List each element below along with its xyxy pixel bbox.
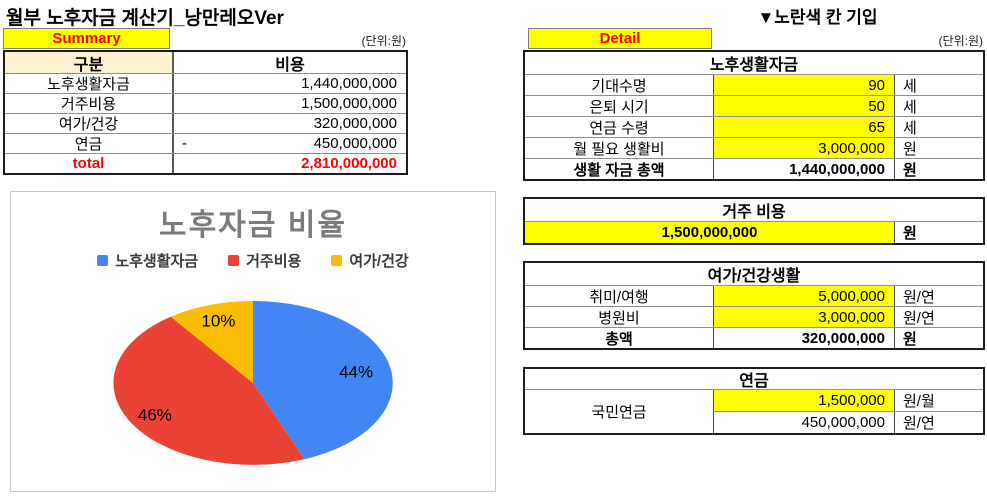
total-row: 총액 320,000,000 원	[525, 327, 983, 348]
unit-cell: 원	[894, 138, 983, 158]
row-label: 여가/건강	[58, 116, 119, 133]
row-value: 320,000,000	[172, 114, 406, 133]
legend-label: 노후생활자금	[115, 253, 199, 270]
unit-note-left: (단위:원)	[361, 34, 406, 48]
row-label: 거주비용	[60, 96, 117, 113]
total-row: 생활 자금 총액 1,440,000,000 원	[525, 158, 983, 179]
summary-bar: Summary (단위:원)	[3, 28, 408, 50]
table-row: 기대수명 90 세	[525, 74, 983, 95]
pie-slice-0[interactable]	[253, 301, 393, 460]
row-label: 연금 수령	[589, 119, 649, 137]
unit-cell: 원/연	[894, 412, 983, 433]
table-row: 1,500,000 원/월	[713, 390, 983, 411]
unit-cell: 세	[894, 96, 983, 116]
table-row: 노후생활자금 1,440,000,000	[5, 73, 406, 93]
table-row: 월 필요 생활비 3,000,000 원	[525, 137, 983, 158]
input-cell-monthly-cost[interactable]: 3,000,000	[713, 138, 894, 158]
pie-slice-1[interactable]	[113, 316, 305, 465]
unit-cell: 원	[894, 159, 983, 179]
table-row: 취미/여행 5,000,000 원/연	[525, 285, 983, 306]
total-value: 320,000,000	[713, 328, 894, 348]
table-title: 연금	[739, 373, 769, 389]
total-label: 생활 자금 총액	[573, 161, 665, 179]
pension-yearly-value: 450,000,000	[713, 412, 894, 433]
unit-cell: 원	[894, 222, 983, 243]
unit-cell: 원/연	[894, 307, 983, 327]
pie-chart-frame: 44% 46% 10% 노후자금 비율 노후생활자금 거주비용 여가/건강	[10, 191, 496, 492]
table-row: 1,500,000,000 원	[525, 221, 983, 243]
pie-chart-svg: 44% 46% 10%	[113, 301, 393, 465]
total-label: total	[72, 155, 105, 172]
row-value: 1,500,000,000	[172, 94, 406, 113]
total-row: total 2,810,000,000	[5, 153, 406, 173]
pension-row-label: 국민연금	[591, 404, 647, 421]
input-cell-pension-age[interactable]: 65	[713, 117, 894, 137]
total-value: 1,440,000,000	[713, 159, 894, 179]
row-label: 연금	[74, 136, 103, 153]
unit-cell: 원/월	[894, 390, 983, 411]
table-row: 450,000,000 원/연	[713, 411, 983, 433]
pie-slice-2[interactable]	[170, 301, 253, 383]
page-title: 월부 노후자금 계산기_낭만레오Ver	[6, 8, 284, 29]
input-cell-hobby-travel[interactable]: 5,000,000	[713, 286, 894, 306]
table-row: 연금 수령 65 세	[525, 116, 983, 137]
yellow-cell-instruction: ▼노란색 칸 기입	[757, 8, 878, 27]
table-row: 여가/건강 320,000,000	[5, 113, 406, 133]
col-header-category: 구분	[5, 52, 172, 73]
legend-label: 거주비용	[246, 253, 302, 270]
legend-swatch	[97, 255, 109, 266]
chart-title: 노후자금 비율	[159, 209, 347, 242]
row-value-negative: - 450,000,000	[172, 134, 406, 153]
table-row: 연금 - 450,000,000	[5, 133, 406, 153]
detail-tag: Detail	[528, 28, 712, 49]
unit-cell: 세	[894, 117, 983, 137]
legend-item[interactable]: 거주비용	[228, 250, 301, 271]
input-cell-national-pension-monthly[interactable]: 1,500,000	[713, 390, 894, 411]
col-header-cost: 비용	[172, 52, 406, 73]
input-cell-hospital[interactable]: 3,000,000	[713, 307, 894, 327]
row-label: 월 필요 생활비	[573, 140, 665, 158]
pie-percent-label-1: 46%	[138, 406, 172, 425]
life-funds-table: 노후생활자금 기대수명 90 세 은퇴 시기 50 세 연금 수령 65 세 월…	[523, 50, 985, 181]
input-cell-housing-cost[interactable]: 1,500,000,000	[525, 222, 894, 243]
row-label: 취미/여행	[589, 288, 649, 306]
legend-item[interactable]: 여가/건강	[331, 250, 409, 271]
table-title: 노후생활자금	[709, 57, 799, 74]
unit-cell: 원	[894, 328, 983, 348]
row-value: 450,000,000	[313, 135, 397, 152]
detail-bar: Detail (단위:원)	[523, 28, 985, 50]
pie-percent-label-2: 10%	[201, 312, 235, 331]
unit-cell: 원/연	[894, 286, 983, 306]
row-label: 병원비	[598, 309, 640, 327]
total-value: 2,810,000,000	[172, 154, 406, 173]
housing-cost-table: 거주 비용 1,500,000,000 원	[523, 197, 985, 245]
row-label: 노후생활자금	[47, 76, 130, 93]
total-label: 총액	[605, 330, 633, 348]
pie-percent-label-0: 44%	[339, 363, 373, 382]
table-title: 여가/건강생활	[707, 268, 801, 285]
row-value: 1,440,000,000	[172, 74, 406, 93]
summary-table: 구분 비용 노후생활자금 1,440,000,000 거주비용 1,500,00…	[3, 50, 408, 175]
chart-legend: 노후생활자금 거주비용 여가/건강	[11, 250, 495, 271]
summary-tag: Summary	[3, 28, 170, 49]
input-cell-life-expectancy[interactable]: 90	[713, 75, 894, 95]
unit-cell: 세	[894, 75, 983, 95]
pension-table: 연금 국민연금 1,500,000 원/월 450,000,000 원/연	[523, 367, 985, 435]
table-row: 거주비용 1,500,000,000	[5, 93, 406, 113]
leisure-health-table: 여가/건강생활 취미/여행 5,000,000 원/연 병원비 3,000,00…	[523, 261, 985, 350]
legend-label: 여가/건강	[349, 253, 409, 270]
legend-item[interactable]: 노후생활자금	[97, 250, 198, 271]
row-label: 기대수명	[591, 77, 647, 95]
unit-note-right: (단위:원)	[938, 34, 983, 48]
table-row: 은퇴 시기 50 세	[525, 95, 983, 116]
row-label: 은퇴 시기	[589, 98, 649, 116]
table-row: 병원비 3,000,000 원/연	[525, 306, 983, 327]
table-title: 거주 비용	[722, 204, 786, 221]
legend-swatch	[228, 255, 240, 266]
summary-table-header: 구분 비용	[5, 52, 406, 73]
input-cell-retirement-age[interactable]: 50	[713, 96, 894, 116]
legend-swatch	[331, 255, 343, 266]
minus-sign: -	[182, 135, 187, 152]
